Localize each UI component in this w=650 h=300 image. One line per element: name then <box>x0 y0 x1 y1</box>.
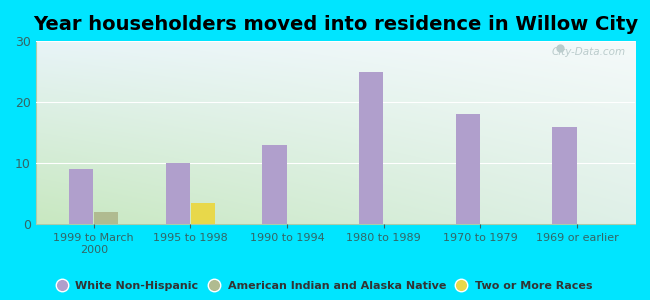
Title: Year householders moved into residence in Willow City: Year householders moved into residence i… <box>32 15 638 34</box>
Bar <box>456 114 480 224</box>
Bar <box>94 212 118 224</box>
Bar <box>263 145 287 224</box>
Bar <box>69 169 93 224</box>
Bar <box>166 163 190 224</box>
Bar <box>552 127 577 224</box>
Text: City-Data.com: City-Data.com <box>552 46 626 57</box>
Bar <box>359 72 383 224</box>
Legend: White Non-Hispanic, American Indian and Alaska Native, Two or More Races: White Non-Hispanic, American Indian and … <box>55 277 595 294</box>
Bar <box>191 203 215 224</box>
